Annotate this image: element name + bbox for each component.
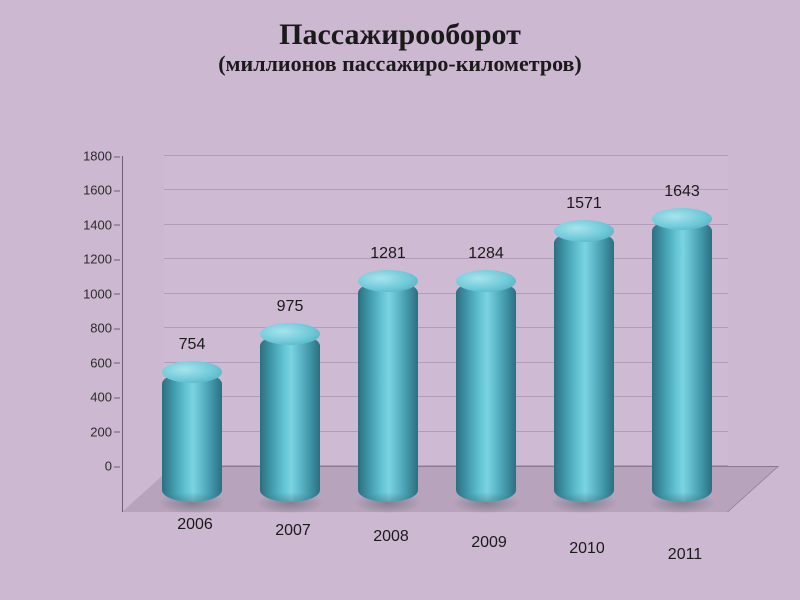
y-tick-label: 200 xyxy=(90,424,112,439)
y-tick-label: 1800 xyxy=(83,149,112,164)
y-tick-label: 1600 xyxy=(83,183,112,198)
bar-cylinder xyxy=(554,231,614,502)
bar-value-label: 1571 xyxy=(544,195,624,213)
bar-value-label: 1284 xyxy=(446,245,526,263)
bar-x-label: 2008 xyxy=(346,528,436,546)
y-tick-label: 1400 xyxy=(83,217,112,232)
bar-x-label: 2006 xyxy=(150,516,240,534)
y-tick-label: 0 xyxy=(105,459,112,474)
bar-cylinder xyxy=(260,334,320,502)
bars-container: 7542006975200712812008128420091571201016… xyxy=(132,152,728,512)
y-tick-label: 1200 xyxy=(83,252,112,267)
bar-value-label: 1643 xyxy=(642,183,722,201)
chart-area: 020040060080010001200140016001800 754200… xyxy=(60,120,740,560)
y-tick-label: 1000 xyxy=(83,286,112,301)
chart-title-main: Пассажирооборот xyxy=(0,18,800,51)
y-axis-line xyxy=(122,156,123,512)
bar-cylinder xyxy=(358,281,418,502)
y-tick-label: 800 xyxy=(90,321,112,336)
y-tick-label: 400 xyxy=(90,390,112,405)
bar-x-label: 2010 xyxy=(542,540,632,558)
bar-value-label: 975 xyxy=(250,298,330,316)
y-axis: 020040060080010001200140016001800 xyxy=(60,156,118,466)
bar-x-label: 2011 xyxy=(640,546,730,564)
y-tick-label: 600 xyxy=(90,355,112,370)
bar-value-label: 1281 xyxy=(348,245,428,263)
bar-x-label: 2009 xyxy=(444,534,534,552)
bar-value-label: 754 xyxy=(152,336,232,354)
chart-title-block: Пассажирооборот (миллионов пассажиро-кил… xyxy=(0,0,800,77)
chart-title-sub: (миллионов пассажиро-километров) xyxy=(0,51,800,77)
bar-x-label: 2007 xyxy=(248,522,338,540)
bar-cylinder xyxy=(652,219,712,502)
bar-cylinder xyxy=(456,281,516,502)
bar-cylinder xyxy=(162,372,222,502)
